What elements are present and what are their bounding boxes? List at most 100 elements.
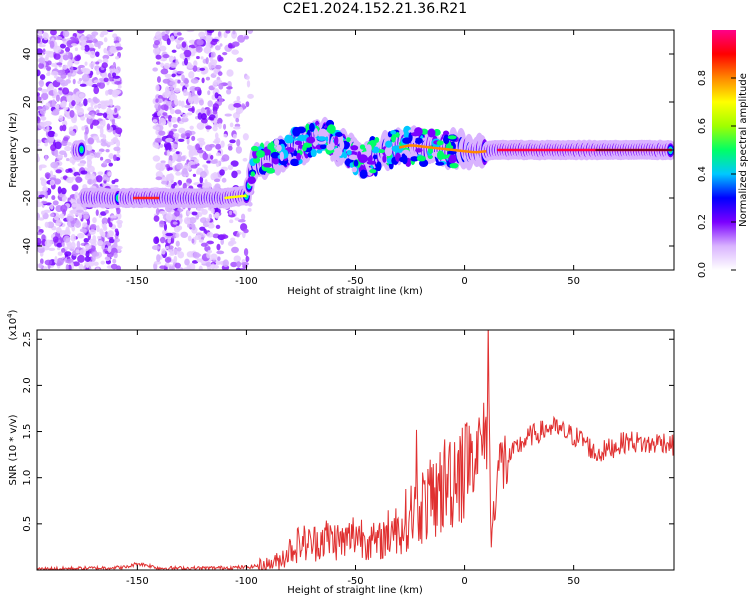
noise-cell: [50, 71, 59, 76]
noise-cell: [157, 111, 161, 117]
ridge-cell: [402, 154, 408, 165]
ridge-cell: [79, 147, 84, 152]
noise-cell: [173, 182, 177, 186]
noise-cell: [205, 76, 211, 81]
noise-cell: [246, 256, 250, 262]
ridge-cell: [439, 154, 450, 159]
noise-cell: [174, 262, 182, 269]
noise-cell: [172, 221, 178, 225]
noise-cell: [75, 176, 83, 183]
ridge-cell: [369, 169, 377, 174]
noise-cell: [196, 39, 204, 46]
ridge-cell: [292, 126, 301, 137]
noise-cell: [163, 103, 169, 112]
ridge-cell: [290, 158, 299, 166]
noise-cell: [191, 88, 195, 96]
noise-cell: [166, 38, 171, 46]
noise-cell: [159, 220, 165, 228]
noise-cell: [191, 224, 196, 231]
noise-cell: [166, 149, 171, 157]
noise-cell: [179, 53, 185, 59]
noise-cell: [183, 57, 189, 66]
ridge-cell: [372, 154, 378, 160]
noise-cell: [230, 237, 236, 242]
noise-cell: [70, 66, 74, 74]
ridge-cell: [448, 156, 455, 164]
noise-cell: [218, 122, 222, 130]
noise-cell: [85, 262, 90, 269]
noise-cell: [241, 262, 249, 266]
noise-cell: [199, 171, 207, 178]
noise-cell: [154, 39, 161, 46]
noise-cell: [103, 222, 107, 230]
noise-cell: [186, 251, 195, 258]
ridge-cell: [410, 132, 420, 137]
snr-panel: -150 -100 -50 0 50 0.5 1.0 1.5 2.0 2.5 Height of…: [6, 309, 675, 596]
noise-cell: [51, 195, 56, 201]
noise-cell: [96, 112, 104, 116]
noise-cell: [60, 72, 67, 79]
noise-cell: [184, 79, 189, 85]
noise-cell: [113, 89, 122, 95]
noise-cell: [206, 231, 214, 238]
noise-cell: [39, 190, 48, 196]
noise-cell: [49, 179, 55, 186]
noise-cell: [49, 177, 56, 181]
noise-cell: [70, 241, 76, 250]
noise-cell: [198, 31, 206, 38]
noise-cell: [158, 117, 167, 126]
noise-cell: [170, 265, 175, 270]
noise-cell: [85, 34, 93, 42]
noise-cell: [219, 169, 225, 176]
noise-cell: [195, 94, 199, 102]
noise-cell: [76, 209, 85, 213]
noise-cell: [227, 164, 234, 171]
noise-cell: [106, 107, 112, 115]
noise-cell: [231, 41, 240, 47]
y-scale-close: ): [8, 309, 19, 313]
ridge-cell: [247, 176, 256, 184]
noise-cell: [114, 107, 118, 113]
noise-cell: [37, 116, 41, 124]
y-tick-label: -40: [22, 238, 33, 254]
noise-cell: [114, 46, 123, 51]
noise-cell: [201, 112, 207, 121]
ridge-cell: [339, 140, 345, 150]
noise-cell: [165, 245, 169, 250]
noise-cell: [188, 263, 196, 270]
noise-cell: [236, 95, 241, 102]
noise-cell: [64, 46, 71, 53]
noise-cell: [210, 40, 218, 46]
noise-cell: [77, 254, 85, 263]
noise-cell: [213, 79, 221, 86]
noise-cell: [232, 30, 236, 35]
noise-cell: [207, 100, 213, 108]
noise-cell: [70, 43, 78, 47]
noise-cell: [207, 43, 211, 48]
noise-cell: [164, 73, 172, 78]
ridge-cell: [346, 150, 352, 156]
noise-cell: [233, 102, 242, 108]
bottom-x-axis-label: Height of straight line (km): [287, 585, 423, 596]
noise-cell: [210, 160, 218, 164]
noise-cell: [54, 256, 58, 264]
noise-cell: [177, 37, 184, 41]
noise-cell: [203, 164, 208, 170]
ridge-cell: [384, 146, 393, 157]
noise-cell: [175, 240, 180, 247]
noise-cell: [57, 186, 62, 194]
noise-cell: [236, 57, 243, 63]
noise-cell: [117, 222, 123, 229]
noise-cell: [39, 121, 48, 127]
ridge-cell: [293, 150, 298, 157]
noise-cell: [55, 104, 60, 110]
noise-cell: [97, 43, 101, 49]
ridge-cell: [279, 151, 284, 162]
noise-cell: [87, 47, 96, 52]
noise-cell: [56, 257, 64, 266]
noise-cell: [39, 108, 46, 115]
noise-cell: [93, 261, 99, 266]
ridge-cell: [348, 154, 358, 160]
noise-cell: [213, 178, 221, 183]
